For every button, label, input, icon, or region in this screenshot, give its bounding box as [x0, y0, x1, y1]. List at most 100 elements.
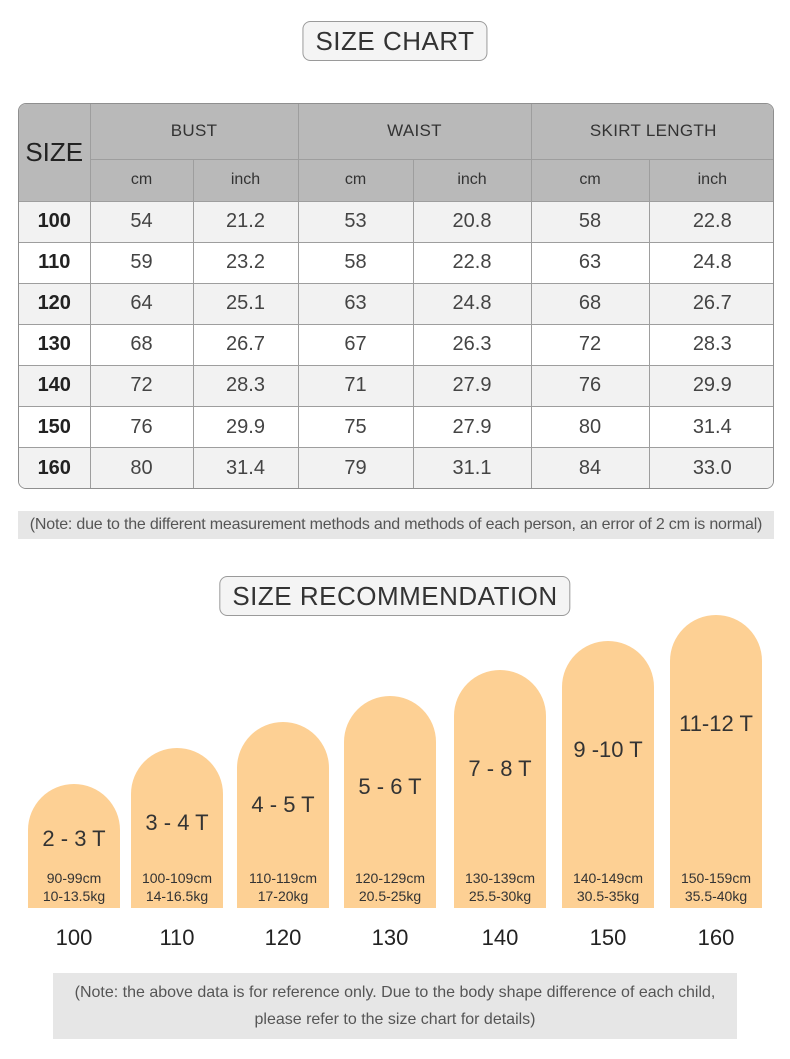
size-cell: 130 [19, 324, 90, 365]
value-cell: 22.8 [649, 201, 774, 242]
value-cell: 25.1 [193, 283, 298, 324]
age-range-label: 11-12 T [670, 711, 762, 737]
reference-note-line2: please refer to the size chart for detai… [53, 1006, 737, 1033]
size-label: 130 [344, 925, 436, 951]
age-range-label: 9 -10 T [562, 737, 654, 763]
measurement-label: 120-129cm20.5-25kg [344, 869, 436, 905]
size-cell: 150 [19, 407, 90, 448]
value-cell: 31.1 [413, 448, 531, 488]
bust-header: BUST [90, 104, 298, 159]
measurement-label: 130-139cm25.5-30kg [454, 869, 546, 905]
skirt-length-header: SKIRT LENGTH [531, 104, 774, 159]
value-cell: 53 [298, 201, 413, 242]
value-cell: 24.8 [649, 242, 774, 283]
value-cell: 59 [90, 242, 193, 283]
value-cell: 26.7 [649, 283, 774, 324]
measurement-label: 110-119cm17-20kg [237, 869, 329, 905]
value-cell: 64 [90, 283, 193, 324]
height-range: 130-139cm [454, 869, 546, 887]
measurement-note: (Note: due to the different measurement … [18, 511, 774, 539]
value-cell: 63 [298, 283, 413, 324]
size-label: 150 [562, 925, 654, 951]
size-bar: 2 - 3 T 90-99cm10-13.5kg [28, 784, 120, 908]
size-cell: 100 [19, 201, 90, 242]
size-bar: 11-12 T150-159cm35.5-40kg [670, 615, 762, 908]
weight-range: 14-16.5kg [131, 887, 223, 905]
table-row: 1306826.76726.37228.3 [19, 324, 774, 365]
unit-header: cm [298, 159, 413, 201]
weight-range: 25.5-30kg [454, 887, 546, 905]
height-range: 140-149cm [562, 869, 654, 887]
value-cell: 76 [90, 407, 193, 448]
table-row: 1507629.97527.98031.4 [19, 407, 774, 448]
value-cell: 26.7 [193, 324, 298, 365]
value-cell: 79 [298, 448, 413, 488]
weight-range: 35.5-40kg [670, 887, 762, 905]
unit-header: inch [413, 159, 531, 201]
value-cell: 31.4 [193, 448, 298, 488]
size-bar: 3 - 4 T 100-109cm14-16.5kg [131, 748, 223, 908]
size-cell: 140 [19, 365, 90, 406]
size-bar: 5 - 6 T 120-129cm20.5-25kg [344, 696, 436, 908]
reference-note-line1: (Note: the above data is for reference o… [53, 979, 737, 1006]
size-label: 100 [28, 925, 120, 951]
value-cell: 75 [298, 407, 413, 448]
unit-header: inch [649, 159, 774, 201]
unit-header: inch [193, 159, 298, 201]
value-cell: 23.2 [193, 242, 298, 283]
size-cell: 110 [19, 242, 90, 283]
size-label: 110 [131, 925, 223, 951]
measurement-label: 140-149cm30.5-35kg [562, 869, 654, 905]
height-range: 90-99cm [28, 869, 120, 887]
value-cell: 63 [531, 242, 649, 283]
size-chart-table: SIZE BUST WAIST SKIRT LENGTH cm inch cm … [18, 103, 774, 489]
size-recommendation-title: SIZE RECOMMENDATION [219, 576, 570, 616]
size-header: SIZE [19, 104, 90, 201]
size-chart-title: SIZE CHART [302, 21, 487, 61]
value-cell: 27.9 [413, 407, 531, 448]
value-cell: 33.0 [649, 448, 774, 488]
height-range: 100-109cm [131, 869, 223, 887]
measurement-label: 90-99cm10-13.5kg [28, 869, 120, 905]
value-cell: 20.8 [413, 201, 531, 242]
table-row: 1105923.25822.86324.8 [19, 242, 774, 283]
value-cell: 80 [531, 407, 649, 448]
age-range-label: 5 - 6 T [344, 774, 436, 800]
value-cell: 28.3 [193, 365, 298, 406]
table-row: 1005421.25320.85822.8 [19, 201, 774, 242]
value-cell: 29.9 [193, 407, 298, 448]
age-range-label: 3 - 4 T [131, 810, 223, 836]
weight-range: 10-13.5kg [28, 887, 120, 905]
reference-note: (Note: the above data is for reference o… [53, 973, 737, 1039]
value-cell: 71 [298, 365, 413, 406]
value-cell: 68 [90, 324, 193, 365]
value-cell: 67 [298, 324, 413, 365]
age-range-label: 2 - 3 T [28, 826, 120, 852]
measurement-label: 100-109cm14-16.5kg [131, 869, 223, 905]
value-cell: 28.3 [649, 324, 774, 365]
value-cell: 80 [90, 448, 193, 488]
height-range: 110-119cm [237, 869, 329, 887]
size-label: 140 [454, 925, 546, 951]
value-cell: 84 [531, 448, 649, 488]
size-label: 160 [670, 925, 762, 951]
value-cell: 68 [531, 283, 649, 324]
value-cell: 58 [298, 242, 413, 283]
size-bar: 7 - 8 T 130-139cm25.5-30kg [454, 670, 546, 908]
size-label: 120 [237, 925, 329, 951]
value-cell: 29.9 [649, 365, 774, 406]
unit-header: cm [90, 159, 193, 201]
age-range-label: 7 - 8 T [454, 756, 546, 782]
size-bar: 9 -10 T 140-149cm30.5-35kg [562, 641, 654, 908]
value-cell: 21.2 [193, 201, 298, 242]
weight-range: 30.5-35kg [562, 887, 654, 905]
age-range-label: 4 - 5 T [237, 792, 329, 818]
value-cell: 72 [531, 324, 649, 365]
size-cell: 120 [19, 283, 90, 324]
waist-header: WAIST [298, 104, 531, 159]
size-cell: 160 [19, 448, 90, 488]
value-cell: 31.4 [649, 407, 774, 448]
value-cell: 26.3 [413, 324, 531, 365]
weight-range: 17-20kg [237, 887, 329, 905]
value-cell: 24.8 [413, 283, 531, 324]
